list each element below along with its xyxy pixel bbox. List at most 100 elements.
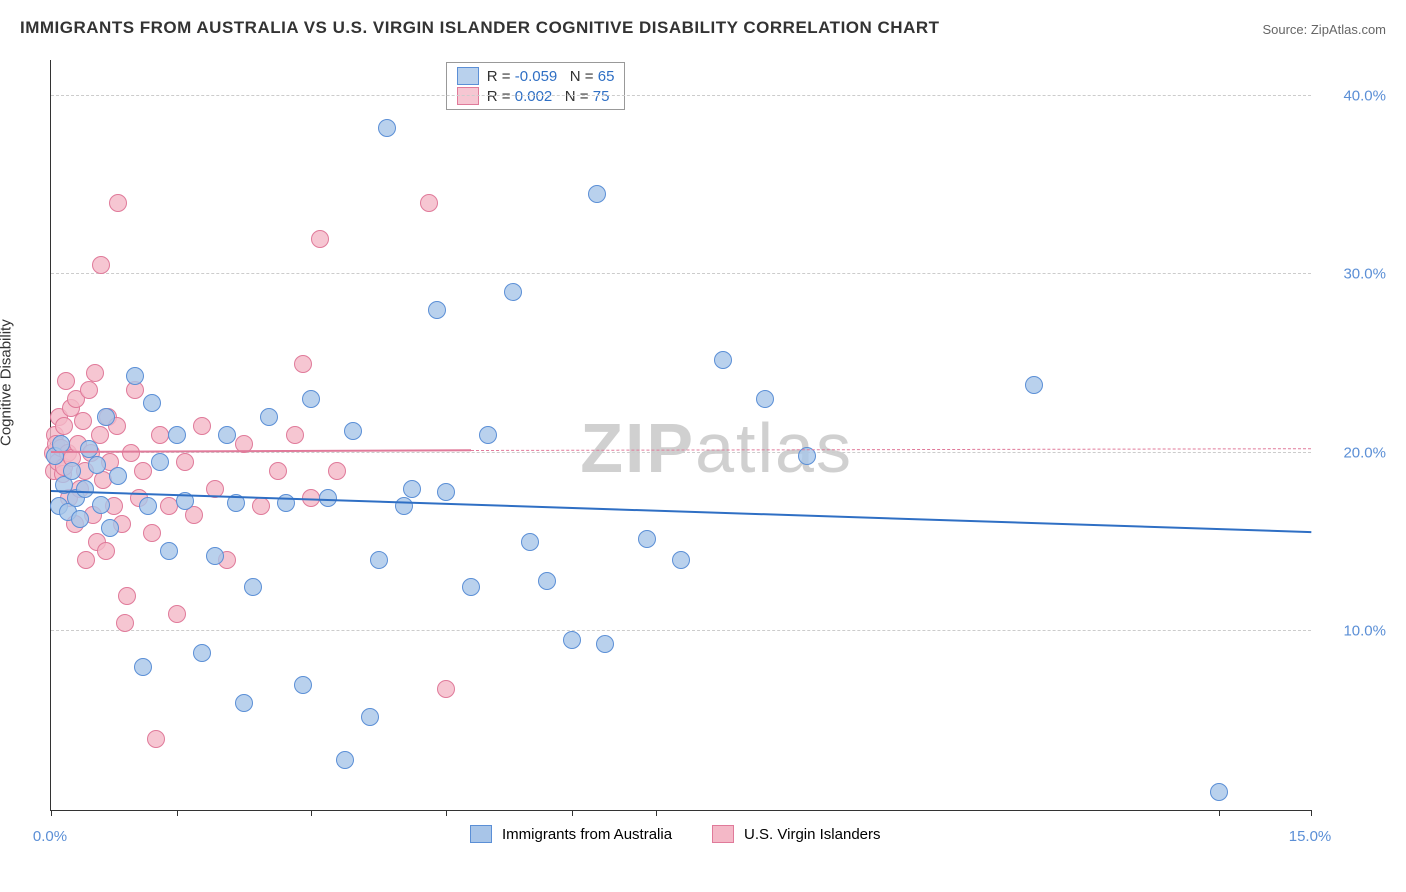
- scatter-plot: ZIPatlas R = -0.059 N = 65 R = 0.002 N = …: [50, 60, 1311, 811]
- data-point-usvi: [134, 462, 152, 480]
- data-point-usvi: [420, 194, 438, 212]
- data-point-usvi: [151, 426, 169, 444]
- data-point-aus: [403, 480, 421, 498]
- ytick-label: 30.0%: [1326, 266, 1386, 283]
- legend-corr-row: R = -0.059 N = 65: [457, 67, 615, 85]
- data-point-aus: [588, 185, 606, 203]
- data-point-aus: [101, 519, 119, 537]
- data-point-aus: [139, 497, 157, 515]
- data-point-aus: [126, 367, 144, 385]
- data-point-usvi: [86, 364, 104, 382]
- data-point-usvi: [193, 417, 211, 435]
- data-point-aus: [168, 426, 186, 444]
- data-point-aus: [336, 751, 354, 769]
- data-point-aus: [428, 301, 446, 319]
- data-point-aus: [206, 547, 224, 565]
- watermark-bold: ZIP: [580, 409, 695, 487]
- xtick: [1219, 810, 1220, 816]
- data-point-aus: [134, 658, 152, 676]
- xtick: [446, 810, 447, 816]
- xtick-label: 15.0%: [1289, 828, 1332, 845]
- legend-swatch: [712, 825, 734, 843]
- data-point-aus: [479, 426, 497, 444]
- legend-swatch: [457, 87, 479, 105]
- data-point-usvi: [118, 587, 136, 605]
- data-point-aus: [97, 408, 115, 426]
- legend-corr-row: R = 0.002 N = 75: [457, 87, 615, 105]
- gridline-h: [51, 273, 1311, 274]
- data-point-usvi: [328, 462, 346, 480]
- y-axis-label: Cognitive Disability: [0, 319, 15, 446]
- data-point-usvi: [116, 614, 134, 632]
- data-point-usvi: [437, 680, 455, 698]
- page-title: IMMIGRANTS FROM AUSTRALIA VS U.S. VIRGIN…: [20, 18, 940, 38]
- trendline-dash: [471, 448, 1311, 451]
- watermark: ZIPatlas: [580, 408, 853, 488]
- data-point-usvi: [160, 497, 178, 515]
- data-point-aus: [596, 635, 614, 653]
- data-point-aus: [672, 551, 690, 569]
- data-point-usvi: [77, 551, 95, 569]
- data-point-usvi: [97, 542, 115, 560]
- data-point-aus: [260, 408, 278, 426]
- xtick: [311, 810, 312, 816]
- data-point-usvi: [252, 497, 270, 515]
- data-point-usvi: [57, 372, 75, 390]
- data-point-usvi: [311, 230, 329, 248]
- data-point-aus: [235, 694, 253, 712]
- legend-swatch: [470, 825, 492, 843]
- data-point-aus: [109, 467, 127, 485]
- source-label: Source: ZipAtlas.com: [1262, 22, 1386, 37]
- data-point-aus: [151, 453, 169, 471]
- data-point-aus: [88, 456, 106, 474]
- data-point-aus: [361, 708, 379, 726]
- xtick: [572, 810, 573, 816]
- data-point-aus: [1210, 783, 1228, 801]
- data-point-aus: [92, 496, 110, 514]
- data-point-usvi: [168, 605, 186, 623]
- data-point-usvi: [269, 462, 287, 480]
- data-point-usvi: [147, 730, 165, 748]
- data-point-aus: [756, 390, 774, 408]
- data-point-aus: [378, 119, 396, 137]
- xtick-label: 0.0%: [33, 828, 67, 845]
- xtick: [1311, 810, 1312, 816]
- data-point-aus: [193, 644, 211, 662]
- data-point-usvi: [122, 444, 140, 462]
- data-point-aus: [504, 283, 522, 301]
- data-point-aus: [638, 530, 656, 548]
- data-point-aus: [395, 497, 413, 515]
- data-point-usvi: [55, 417, 73, 435]
- xtick: [177, 810, 178, 816]
- data-point-usvi: [92, 256, 110, 274]
- data-point-usvi: [74, 412, 92, 430]
- xtick: [656, 810, 657, 816]
- data-point-aus: [370, 551, 388, 569]
- data-point-aus: [63, 462, 81, 480]
- data-point-aus: [294, 676, 312, 694]
- data-point-aus: [714, 351, 732, 369]
- xtick: [51, 810, 52, 816]
- data-point-usvi: [294, 355, 312, 373]
- ytick-label: 40.0%: [1326, 87, 1386, 104]
- ytick-label: 10.0%: [1326, 623, 1386, 640]
- data-point-usvi: [176, 453, 194, 471]
- data-point-aus: [462, 578, 480, 596]
- data-point-aus: [244, 578, 262, 596]
- data-point-aus: [437, 483, 455, 501]
- data-point-usvi: [109, 194, 127, 212]
- gridline-h: [51, 630, 1311, 631]
- legend-corr-text: R = 0.002 N = 75: [487, 88, 610, 105]
- data-point-usvi: [80, 381, 98, 399]
- watermark-rest: atlas: [695, 409, 853, 487]
- data-point-aus: [521, 533, 539, 551]
- data-point-aus: [563, 631, 581, 649]
- legend-label: Immigrants from Australia: [502, 826, 672, 843]
- data-point-aus: [218, 426, 236, 444]
- trendline: [51, 490, 1311, 533]
- data-point-aus: [1025, 376, 1043, 394]
- data-point-aus: [302, 390, 320, 408]
- data-point-aus: [344, 422, 362, 440]
- legend-series: Immigrants from AustraliaU.S. Virgin Isl…: [470, 825, 911, 843]
- data-point-aus: [538, 572, 556, 590]
